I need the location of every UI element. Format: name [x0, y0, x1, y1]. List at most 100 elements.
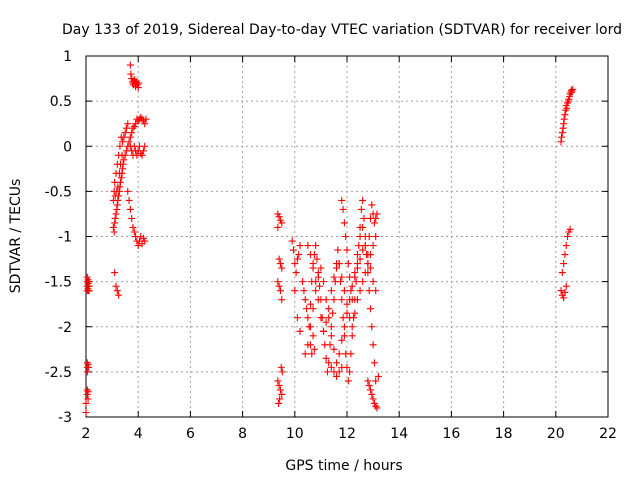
data-point: [564, 233, 572, 240]
data-point: [369, 278, 377, 286]
data-point: [112, 282, 120, 290]
data-point: [293, 314, 301, 322]
y-tick-label: -1.5: [45, 275, 72, 291]
data-point: [325, 305, 333, 313]
data-point: [309, 332, 317, 340]
data-point: [314, 273, 322, 281]
data-point: [359, 196, 367, 204]
data-point: [303, 305, 311, 313]
data-point: [115, 291, 123, 299]
data-point: [347, 350, 355, 358]
data-point: [125, 196, 133, 204]
data-point: [111, 269, 119, 277]
data-point: [330, 296, 338, 304]
data-point: [359, 278, 367, 286]
y-axis-label: SDTVAR / TECUs: [8, 179, 24, 294]
data-point: [338, 363, 346, 371]
data-point: [320, 327, 328, 335]
data-point: [343, 309, 351, 317]
data-point: [309, 305, 317, 313]
data-point: [334, 246, 342, 254]
data-point: [139, 147, 147, 155]
data-point: [333, 359, 341, 367]
data-point: [346, 273, 354, 281]
x-tick-label: 12: [338, 426, 356, 442]
data-point: [560, 294, 568, 302]
data-point: [291, 287, 299, 295]
data-point: [141, 142, 149, 150]
data-point: [304, 242, 312, 250]
y-tick-label: 1: [63, 49, 72, 65]
data-point: [308, 350, 316, 358]
data-point: [344, 377, 352, 385]
data-point: [275, 255, 283, 263]
data-point: [348, 296, 356, 304]
data-point: [306, 323, 314, 331]
data-point: [275, 399, 283, 407]
x-tick-label: 10: [286, 426, 304, 442]
data-point: [278, 296, 286, 304]
data-point: [82, 408, 90, 416]
data-point: [124, 120, 132, 128]
data-point: [110, 228, 118, 236]
data-point: [121, 129, 129, 137]
data-point: [278, 390, 286, 398]
data-point: [369, 341, 377, 349]
data-point: [365, 287, 373, 295]
data-point: [353, 251, 361, 259]
data-point: [300, 287, 308, 295]
data-point: [558, 129, 566, 137]
data-point: [301, 350, 309, 358]
data-point: [343, 300, 351, 308]
x-tick-label: 14: [390, 426, 408, 442]
data-point: [274, 377, 282, 385]
data-point: [562, 282, 570, 290]
data-point: [333, 264, 341, 272]
data-point: [369, 242, 377, 250]
data-point: [370, 359, 378, 367]
data-point: [351, 269, 359, 277]
data-point: [339, 314, 347, 322]
data-point: [330, 273, 338, 281]
data-point: [276, 395, 284, 403]
data-point: [372, 377, 380, 385]
data-point: [335, 350, 343, 358]
data-point: [348, 332, 356, 340]
data-point: [339, 205, 347, 213]
data-point: [336, 278, 344, 286]
data-point: [274, 278, 282, 286]
data-point: [364, 260, 372, 268]
data-point: [117, 174, 125, 182]
data-point: [560, 260, 568, 268]
data-point: [135, 79, 143, 87]
data-point: [276, 386, 284, 394]
data-point: [340, 323, 348, 331]
data-point: [292, 269, 300, 277]
data-point: [360, 214, 368, 222]
data-point: [342, 233, 350, 240]
data-point: [301, 296, 309, 304]
data-point: [289, 246, 297, 254]
data-point: [343, 246, 351, 254]
x-tick-label: 22: [599, 426, 617, 442]
data-point: [344, 260, 352, 268]
data-point: [366, 264, 374, 272]
data-point: [366, 386, 374, 394]
y-tick-label: 0: [63, 139, 72, 155]
data-point: [312, 242, 320, 250]
data-point: [275, 213, 283, 221]
data-point: [562, 242, 570, 250]
data-point: [313, 255, 321, 263]
data-point: [569, 85, 577, 93]
data-point: [348, 323, 356, 331]
data-point: [368, 390, 376, 398]
data-point: [566, 225, 574, 233]
data-point: [365, 233, 373, 240]
data-point: [322, 296, 330, 304]
data-point: [138, 151, 146, 159]
data-point: [366, 251, 374, 259]
data-point: [304, 314, 312, 322]
data-point: [276, 287, 284, 295]
data-point: [141, 237, 149, 245]
